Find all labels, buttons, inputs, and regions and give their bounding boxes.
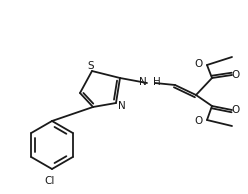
Text: N: N — [118, 101, 126, 111]
Text: Cl: Cl — [45, 176, 55, 186]
Text: S: S — [88, 61, 94, 71]
Text: O: O — [232, 70, 240, 80]
Text: O: O — [195, 59, 203, 69]
Text: H: H — [153, 77, 161, 87]
Text: O: O — [195, 116, 203, 126]
Text: O: O — [232, 105, 240, 115]
Text: N: N — [139, 77, 147, 87]
